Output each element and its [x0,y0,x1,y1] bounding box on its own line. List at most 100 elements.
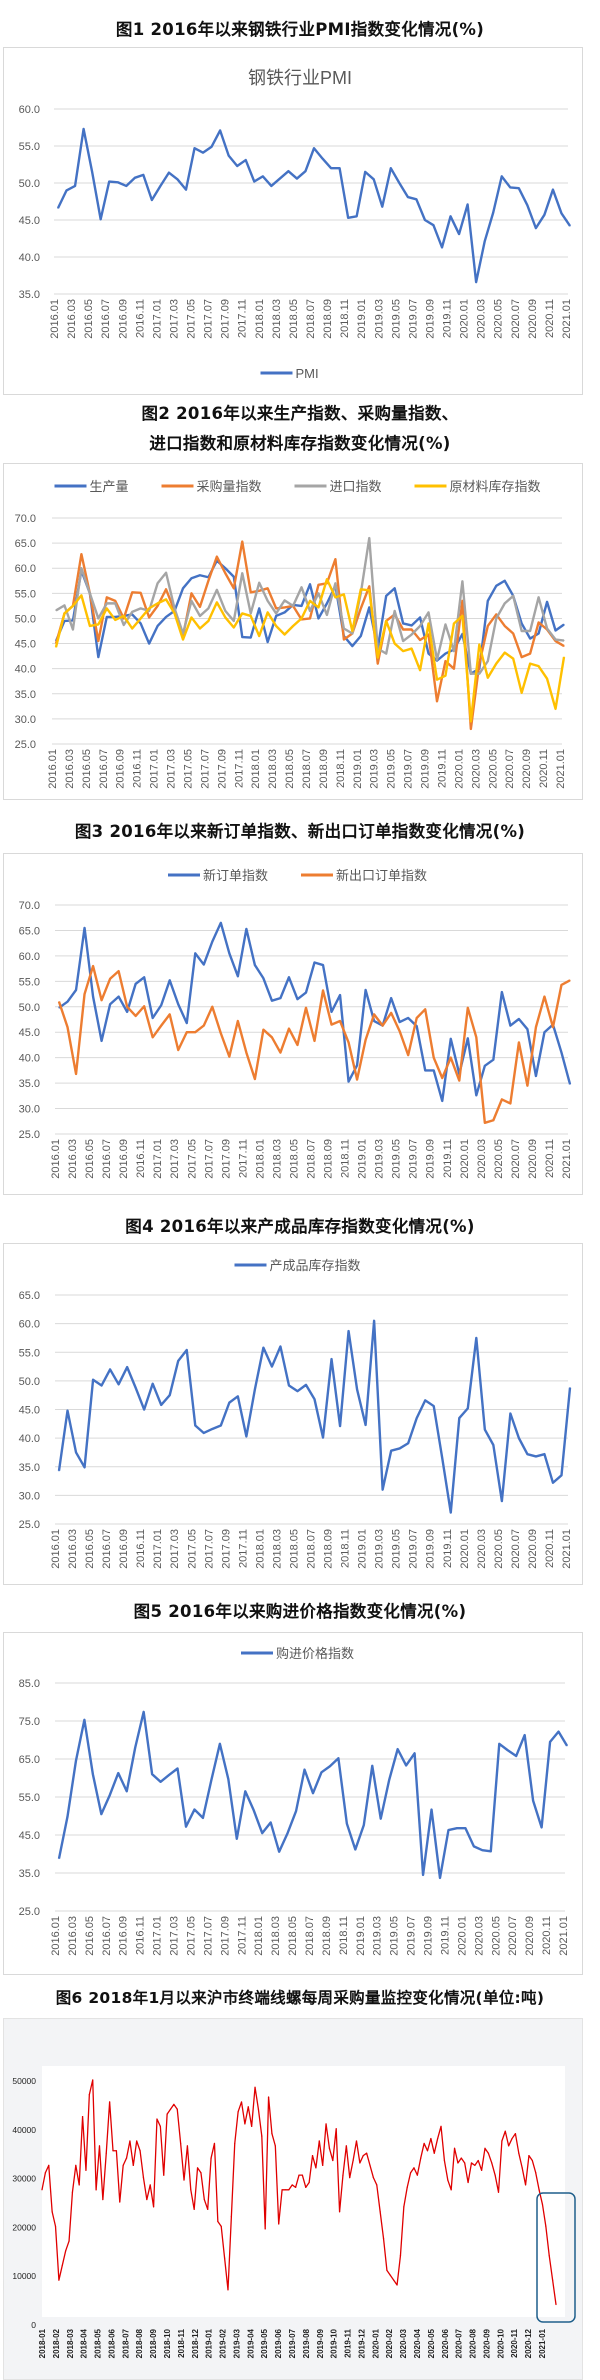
data-point [509,1412,511,1415]
x-tick-label: 2020-12 [524,2328,533,2358]
data-point [279,1345,282,1348]
data-point [83,1466,86,1468]
data-point [339,994,341,996]
x-tick-label: 2017.09 [219,1916,231,1956]
figure-2-caption-line1: 图2 2016年以来生产指数、采购量指数、 [141,404,459,423]
data-point [512,632,514,635]
data-point [160,1025,162,1027]
data-point [560,212,563,214]
x-tick-label: 2018-12 [191,2328,200,2358]
data-point [287,170,289,172]
x-tick-label: 2018.05 [287,1916,299,1956]
x-tick-label: 2016.11 [132,749,144,788]
data-point [492,1444,494,1446]
y-tick-label: 55.0 [19,1792,40,1804]
x-tick-label: 2020.11 [541,1916,553,1955]
data-point [518,2152,520,2154]
data-point [535,1455,537,1458]
data-point [296,1390,299,1392]
legend-item: 采购量指数 [161,479,262,494]
x-tick-label: 2019.07 [408,1529,420,1569]
data-point [402,650,404,652]
data-point [298,2174,300,2176]
data-point [427,622,430,625]
data-point [339,167,341,169]
data-point [360,588,362,590]
data-point [504,602,506,604]
data-point [475,1337,477,1339]
data-point [402,622,404,625]
data-point [419,616,421,619]
data-point [467,1407,469,1409]
data-point [322,1436,324,1439]
data-point [254,2086,256,2088]
data-point [487,677,489,679]
x-tick-label: 2016.07 [101,1529,113,1569]
x-tick-label: 2020.01 [459,1529,471,1569]
data-point [143,976,145,978]
data-point [199,606,201,608]
data-point [379,2211,381,2213]
data-point [295,2186,297,2188]
y-tick-label: 45.0 [19,1830,40,1842]
x-tick-label: 2016.11 [135,1139,147,1178]
data-point [194,1424,196,1427]
data-point [169,1013,171,1016]
data-point [148,642,150,645]
data-point [92,996,94,998]
purchase-price-chart: 25.0 35.0 45.0 55.0 65.0 75.0 85.0 2016.01 2016.… [19,1646,570,1956]
data-point [443,2159,446,2162]
data-point [237,2111,239,2113]
data-point [569,1083,571,1085]
x-tick-label: 2020-01 [371,2328,380,2358]
x-tick-label: 2020-07 [455,2328,464,2358]
data-point [504,651,506,654]
x-tick-label: 2019.01 [357,1139,369,1179]
data-point [126,1006,128,1008]
y-tick-label: 85.0 [19,1678,40,1690]
data-point [216,556,218,558]
data-point [447,2179,449,2181]
x-tick-label: 2021.01 [561,299,573,339]
data-point [114,600,116,602]
data-point [532,1800,534,1802]
data-point [129,2140,131,2142]
data-point [554,638,557,641]
data-point [83,993,86,995]
data-point [382,1025,384,1027]
y-tick-label: 50.0 [15,613,36,625]
data-point [334,558,336,560]
data-point [118,996,120,998]
data-point [58,1470,60,1472]
x-tick-label: 2019.07 [403,749,415,789]
data-point [470,720,472,723]
data-point [55,646,57,648]
x-tick-label: 2018.11 [338,1916,350,1955]
x-tick-label: 2019-07 [288,2328,297,2358]
x-tick-label: 2017.07 [203,299,215,339]
data-point [220,922,222,924]
x-tick-label: 2020.01 [459,299,471,339]
data-point [419,639,421,641]
y-tick-label: 25.0 [19,1129,40,1141]
x-tick-label: 2020.07 [510,299,522,339]
x-tick-label: 2020-05 [427,2328,436,2358]
x-tick-label: 2020.01 [456,1916,468,1956]
data-point [258,635,260,637]
data-point [275,615,277,617]
x-tick-label: 2019-08 [302,2328,311,2358]
data-point [139,2150,141,2152]
data-point [258,590,260,592]
y-tick-label: 40.0 [19,1053,40,1065]
data-point [275,607,277,610]
data-point [300,586,303,588]
data-point [309,610,311,612]
x-tick-label: 2019-02 [219,2328,228,2358]
data-point [135,1387,137,1389]
data-point [343,593,345,595]
data-point [330,1011,333,1013]
data-point [156,2118,158,2120]
x-tick-label: 2019.11 [436,749,448,788]
x-tick-label: 2016.07 [101,1139,113,1179]
y-tick-label: 35.0 [19,289,40,301]
